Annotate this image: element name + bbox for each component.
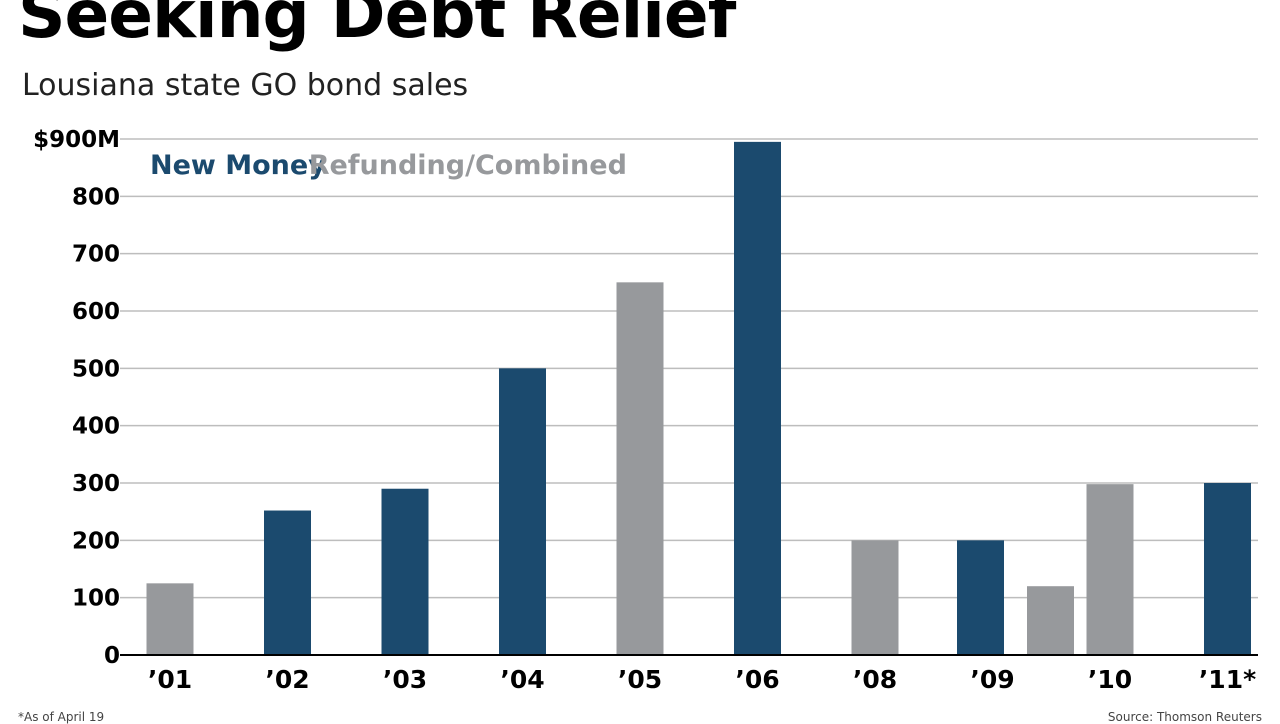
bar [1204,483,1251,655]
legend-entry: New Money [150,150,326,181]
x-tick-label: ’09 [970,665,1014,694]
footnote: *As of April 19 [18,710,105,724]
bar [146,583,194,655]
x-tick-label: ’05 [618,665,662,694]
bar [616,282,664,655]
y-tick-label: 200 [72,528,120,554]
legend-entry: Refunding/Combined [309,150,627,181]
bar [957,540,1004,655]
x-tick-label: ’11* [1199,665,1256,694]
x-tick-label: ’03 [383,665,427,694]
x-tick-label: ’06 [735,665,779,694]
y-tick-label: 500 [72,356,120,382]
chart-title: Seeking Debt Relief [18,0,736,53]
bar [851,540,899,655]
y-tick-label: 700 [72,242,120,268]
x-tick-label: ’02 [265,665,309,694]
y-tick-label: $900M [33,127,120,153]
bar [381,488,429,655]
source-credit: Source: Thomson Reuters [1107,710,1262,724]
bar [1086,484,1134,655]
y-tick-label: 400 [72,414,120,440]
y-tick-label: 0 [104,643,120,669]
bar [499,368,546,655]
bar [264,510,311,655]
y-tick-label: 600 [72,299,120,325]
y-tick-label: 100 [72,586,120,612]
y-tick-label: 300 [72,471,120,497]
x-tick-label: ’04 [500,665,544,694]
x-tick-label: ’10 [1088,665,1132,694]
x-tick-label: ’08 [853,665,897,694]
chart-subtitle: Lousiana state GO bond sales [22,68,469,103]
y-tick-label: 800 [72,184,120,210]
bar [1027,586,1074,655]
x-tick-label: ’01 [148,665,192,694]
bar [734,141,781,655]
